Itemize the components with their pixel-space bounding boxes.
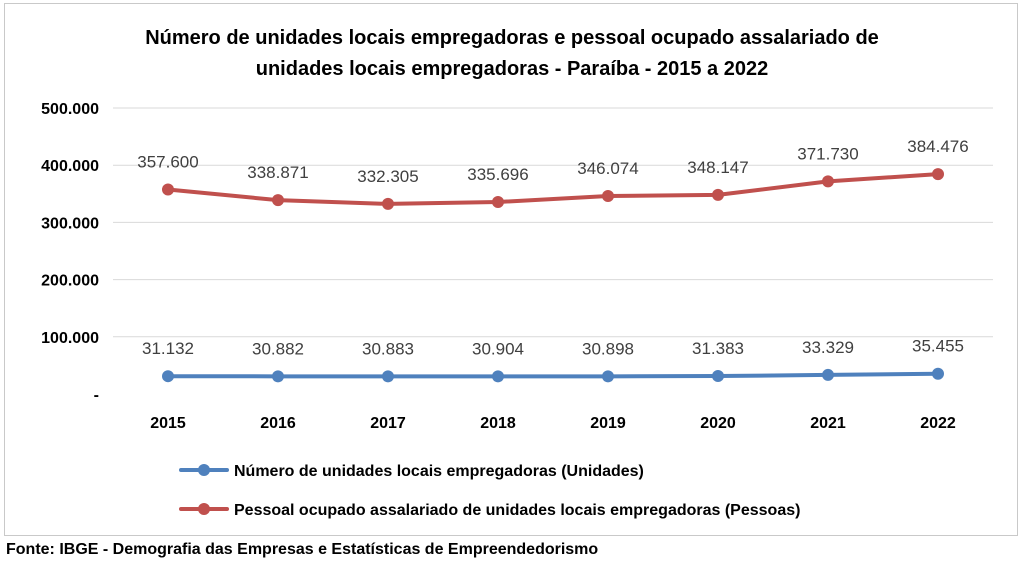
data-point bbox=[272, 194, 284, 207]
x-tick-label: 2021 bbox=[810, 415, 846, 432]
data-label: 31.383 bbox=[692, 339, 744, 358]
series-lines bbox=[162, 168, 944, 383]
data-label: 31.132 bbox=[142, 339, 194, 358]
data-label: 30.898 bbox=[582, 339, 634, 358]
data-point bbox=[492, 195, 504, 208]
data-point bbox=[162, 370, 174, 383]
data-point bbox=[602, 370, 614, 383]
series-line bbox=[166, 172, 940, 206]
x-tick-label: 2015 bbox=[150, 415, 186, 432]
legend-label: Pessoal ocupado assalariado de unidades … bbox=[234, 502, 800, 519]
y-tick-label: 500.000 bbox=[41, 101, 99, 118]
data-label: 338.871 bbox=[247, 163, 308, 182]
data-point bbox=[932, 367, 944, 380]
data-point bbox=[382, 370, 394, 383]
data-point bbox=[492, 370, 504, 383]
y-axis-tick-labels: - 100.000 200.000 300.000 400.000 500.000 bbox=[41, 101, 99, 404]
x-tick-label: 2019 bbox=[590, 415, 626, 432]
data-point bbox=[382, 197, 394, 210]
data-label: 384.476 bbox=[907, 137, 968, 156]
data-point bbox=[602, 190, 614, 203]
data-label: 346.074 bbox=[577, 159, 638, 178]
data-label: 335.696 bbox=[467, 165, 528, 184]
data-point bbox=[712, 188, 724, 201]
line-chart: Número de unidades locais empregadoras e… bbox=[41, 27, 993, 519]
x-tick-label: 2020 bbox=[700, 415, 736, 432]
data-label: 30.904 bbox=[472, 339, 524, 358]
chart-frame: Número de unidades locais empregadoras e… bbox=[4, 3, 1018, 536]
data-label: 30.882 bbox=[252, 339, 304, 358]
data-labels: 31.132 30.882 30.883 30.904 30.898 31.383 33.3… bbox=[137, 137, 968, 358]
data-point bbox=[162, 183, 174, 196]
x-tick-label: 2017 bbox=[370, 415, 406, 432]
y-tick-label: 200.000 bbox=[41, 273, 99, 290]
data-label: 332.305 bbox=[357, 167, 418, 186]
data-label: 30.883 bbox=[362, 339, 414, 358]
source-note: Fonte: IBGE - Demografia das Empresas e … bbox=[6, 541, 599, 558]
y-tick-label: 300.000 bbox=[41, 215, 99, 232]
legend-label: Número de unidades locais empregadoras (… bbox=[234, 463, 644, 480]
legend-marker bbox=[198, 503, 210, 515]
legend-marker bbox=[198, 464, 210, 476]
x-tick-label: 2022 bbox=[920, 415, 956, 432]
data-label: 357.600 bbox=[137, 152, 198, 171]
x-tick-label: 2018 bbox=[480, 415, 516, 432]
data-point bbox=[822, 175, 834, 188]
y-tick-label: 400.000 bbox=[41, 158, 99, 175]
data-point bbox=[272, 370, 284, 383]
gridlines bbox=[113, 107, 993, 338]
data-label: 35.455 bbox=[912, 337, 964, 356]
series-line bbox=[166, 371, 940, 379]
y-tick-label: - bbox=[94, 387, 99, 404]
legend: Número de unidades locais empregadoras (… bbox=[179, 463, 800, 519]
chart-title-line-1: Número de unidades locais empregadoras e… bbox=[145, 27, 879, 49]
data-label: 371.730 bbox=[797, 144, 858, 163]
data-point bbox=[932, 168, 944, 181]
chart-title-line-2: unidades locais empregadoras - Paraíba -… bbox=[256, 58, 768, 80]
data-label: 348.147 bbox=[687, 158, 748, 177]
x-axis-tick-labels: 2015 2016 2017 2018 2019 2020 2021 2022 bbox=[150, 415, 956, 432]
chart-title: Número de unidades locais empregadoras e… bbox=[145, 27, 879, 80]
data-label: 33.329 bbox=[802, 338, 854, 357]
data-point bbox=[712, 370, 724, 383]
data-point bbox=[822, 368, 834, 381]
x-tick-label: 2016 bbox=[260, 415, 296, 432]
y-tick-label: 100.000 bbox=[41, 330, 99, 347]
